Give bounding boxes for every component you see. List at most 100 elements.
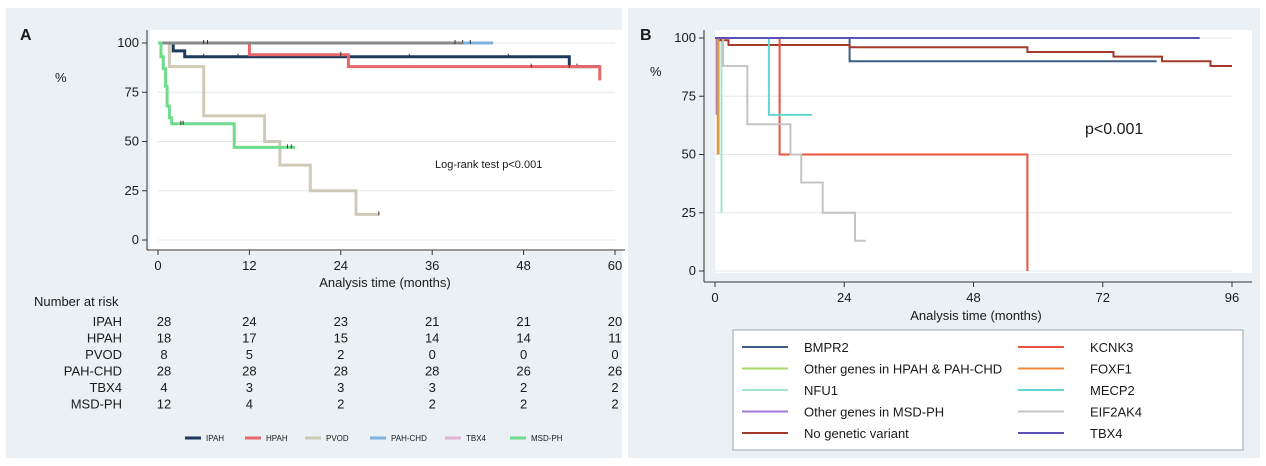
legend-label: PAH-CHD: [391, 434, 427, 443]
panel-b-plot-area: [715, 30, 1252, 273]
y-tick-label: 0: [689, 263, 696, 278]
risk-table-cell: 20: [608, 314, 622, 329]
panel-a-letter: A: [20, 27, 32, 44]
y-tick-label: 100: [117, 35, 139, 50]
risk-table-cell: 12: [157, 397, 171, 412]
risk-table-cell: 26: [516, 364, 530, 379]
risk-table-cell: 28: [242, 364, 256, 379]
risk-table-cell: 23: [334, 314, 348, 329]
risk-table-cell: 28: [157, 364, 171, 379]
risk-table-cell: 4: [246, 397, 253, 412]
legend-label: Other genes in HPAH & PAH-CHD: [804, 362, 1002, 377]
legend-label: MECP2: [1090, 383, 1135, 398]
x-tick-label: 96: [1225, 290, 1239, 305]
risk-table-cell: 26: [608, 364, 622, 379]
panel-a-x-axis-label: Analysis time (months): [319, 275, 450, 290]
panel-b-x-ticks: 0 24 48 72 96: [711, 282, 1239, 305]
legend-label: HPAH: [266, 434, 288, 443]
legend-label: TBX4: [1090, 426, 1123, 441]
risk-table-cell: 0: [611, 347, 618, 362]
risk-table-cell: 21: [516, 314, 530, 329]
risk-table-cell: 28: [425, 364, 439, 379]
y-tick-label: 100: [674, 30, 696, 45]
panel-b-series: [715, 37, 1232, 271]
series-line-eif2ak4: [715, 37, 866, 242]
y-tick-label: 50: [682, 147, 696, 162]
panel-b-y-ticks: 0 25 50 75 100: [674, 30, 704, 278]
risk-table-cell: 28: [334, 364, 348, 379]
x-tick-label: 24: [334, 258, 348, 273]
risk-table-cell: 2: [611, 397, 618, 412]
legend-label: EIF2AK4: [1090, 405, 1142, 420]
risk-table-cell: 2: [337, 397, 344, 412]
risk-table-cell: 3: [246, 380, 253, 395]
legend-label: Other genes in MSD-PH: [804, 405, 944, 420]
risk-table-cell: 24: [242, 314, 256, 329]
risk-table-cell: 8: [160, 347, 167, 362]
panel-b-legend-box: [732, 329, 1244, 451]
risk-table-cell: 14: [425, 331, 439, 346]
y-tick-label: 75: [125, 84, 139, 99]
panel-a-y-axis-label: %: [55, 70, 67, 85]
y-tick-label: 25: [682, 205, 696, 220]
risk-table-cell: 21: [425, 314, 439, 329]
risk-table-cell: 18: [157, 331, 171, 346]
x-tick-label: 36: [425, 258, 439, 273]
risk-table-cell: 0: [429, 347, 436, 362]
risk-table-group-label: TBX4: [89, 380, 122, 395]
risk-table-cell: 11: [608, 331, 622, 346]
legend-label: MSD-PH: [531, 434, 563, 443]
x-tick-label: 0: [154, 258, 161, 273]
legend-label: PVOD: [326, 434, 349, 443]
x-tick-label: 12: [242, 258, 256, 273]
series-line-msd-ph: [158, 41, 296, 149]
risk-table-title: Number at risk: [34, 294, 119, 309]
x-tick-label: 60: [608, 258, 622, 273]
panel-a-x-ticks: 0 12 24 36 48 60: [154, 250, 622, 273]
risk-table-cell: 2: [429, 397, 436, 412]
legend-label: NFU1: [804, 383, 838, 398]
panel-a-y-ticks: 0 25 50 75 100: [117, 35, 147, 247]
risk-table-group-label: PAH-CHD: [64, 364, 122, 379]
y-tick-label: 75: [682, 88, 696, 103]
panel-b-legend: BMPR2 KCNK3 Other genes in HPAH & PAH-CHD F…: [742, 340, 1142, 441]
panel-b-y-axis-label: %: [650, 64, 662, 79]
risk-table-cell: 2: [337, 347, 344, 362]
risk-table-cell: 5: [246, 347, 253, 362]
panel-a-plot-area: [150, 30, 625, 251]
x-tick-label: 48: [966, 290, 980, 305]
panel-a-series: [158, 40, 602, 216]
legend-label: BMPR2: [804, 340, 849, 355]
legend-label: TBX4: [466, 434, 487, 443]
series-line-pvod: [158, 41, 379, 216]
legend-label: KCNK3: [1090, 340, 1133, 355]
x-tick-label: 0: [711, 290, 718, 305]
x-tick-label: 24: [837, 290, 851, 305]
panel-b-x-axis-label: Analysis time (months): [910, 308, 1041, 323]
legend-label: IPAH: [206, 434, 224, 443]
risk-table-cell: 15: [334, 331, 348, 346]
risk-table-cell: 3: [429, 380, 436, 395]
risk-table-cell: 28: [157, 314, 171, 329]
y-tick-label: 0: [132, 232, 139, 247]
panel-a-legend: IPAH HPAH PVOD PAH-CHD TBX4 MSD-PH: [185, 434, 563, 443]
risk-table-cell: 4: [160, 380, 167, 395]
series-line-no-genetic-variant: [715, 37, 1232, 67]
risk-table-cell: 2: [520, 380, 527, 395]
legend-label: FOXF1: [1090, 362, 1132, 377]
panel-a-logrank-annotation: Log-rank test p<0.001: [435, 159, 542, 171]
risk-table-cell: 2: [611, 380, 618, 395]
panel-b-p-value-annotation: p<0.001: [1085, 121, 1143, 138]
risk-table-group-label: PVOD: [85, 347, 122, 362]
risk-table-cell: 17: [242, 331, 256, 346]
legend-label: No genetic variant: [804, 426, 909, 441]
x-tick-label: 72: [1096, 290, 1110, 305]
risk-table-cell: 2: [520, 397, 527, 412]
risk-table-cell: 14: [516, 331, 530, 346]
risk-table-cell: 0: [520, 347, 527, 362]
risk-table-cell: 3: [337, 380, 344, 395]
panel-b: B % 0 25 50 75 100 0 24 48 72 96 p<0.001 Analysi…: [640, 27, 1252, 451]
